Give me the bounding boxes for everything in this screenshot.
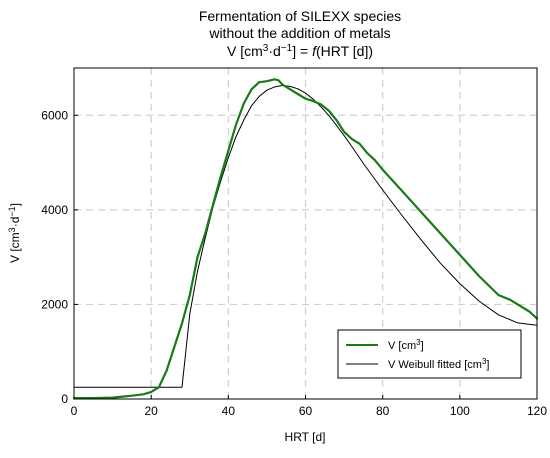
- y-tick-label: 4000: [41, 203, 68, 217]
- chart-title: Fermentation of SILEXX species without t…: [199, 8, 401, 59]
- axis-ticks: 0 20 40 60 80 100 120 0 2000 4000 6000: [41, 108, 547, 418]
- y-tick-label: 6000: [41, 108, 68, 122]
- x-tick-label: 60: [299, 404, 313, 418]
- x-axis-label: HRT [d]: [285, 430, 326, 444]
- legend-label-observed: V [cm3]: [388, 338, 424, 352]
- ylabel-suffix: ]: [8, 203, 22, 206]
- x-tick-label: 20: [144, 404, 158, 418]
- x-tick-label: 80: [376, 404, 390, 418]
- x-tick-label: 40: [222, 404, 236, 418]
- formula-prefix: V [cm: [227, 43, 263, 59]
- legend-box: [337, 329, 522, 379]
- ylabel-sup-2: −1: [7, 206, 17, 216]
- grid: [74, 68, 537, 399]
- x-tick-label: 120: [527, 404, 547, 418]
- formula-sup-1: 3: [263, 43, 269, 54]
- title-line-2: without the addition of metals: [208, 25, 390, 41]
- formula-tail: (HRT [d]): [316, 43, 373, 59]
- y-axis-label: V [cm3·d−1]: [7, 203, 22, 263]
- y-tick-label: 0: [61, 392, 68, 406]
- formula-func: f: [312, 43, 318, 59]
- legend-label-weibull: V Weibull fitted [cm3]: [388, 357, 489, 371]
- y-tick-label: 2000: [41, 297, 68, 311]
- x-tick-label: 100: [450, 404, 470, 418]
- formula-sup-2: −1: [281, 43, 293, 54]
- ylabel-prefix: V [cm: [8, 232, 22, 263]
- formula-suffix: ] =: [292, 43, 312, 59]
- ylabel-mid: ·d: [8, 217, 22, 228]
- series-line-observed: [72, 78, 539, 400]
- x-tick-label: 0: [71, 404, 78, 418]
- legend: V [cm3] V Weibull fitted [cm3]: [337, 329, 522, 379]
- formula-mid: ·d: [268, 43, 280, 59]
- series-layer: [72, 78, 539, 400]
- title-line-1: Fermentation of SILEXX species: [199, 8, 401, 24]
- title-line-3-formula: V [cm3·d−1] = f(HRT [d]): [227, 43, 373, 59]
- ylabel-sup-1: 3: [7, 227, 17, 232]
